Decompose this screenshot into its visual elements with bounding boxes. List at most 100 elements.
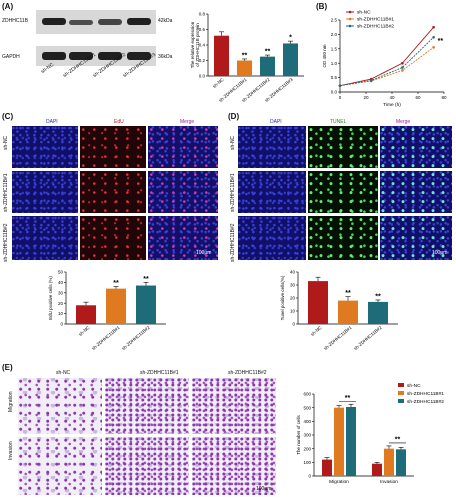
row-label-d-2: sh-ZDHHC11B#1 — [230, 173, 236, 212]
chart-c-ytick-label: 50 — [58, 270, 64, 275]
col-label-dapi-c: DAPI — [46, 119, 58, 125]
chart-b-point — [432, 46, 435, 49]
col-label-tunel: TUNEL — [330, 119, 347, 125]
transwell-invasion-3 — [192, 437, 276, 495]
blot-size-36: 36kDa — [158, 54, 173, 60]
chart-d-ytick-label: 40 — [290, 270, 296, 275]
chart-b-point — [401, 66, 404, 69]
transwell-migration-1 — [18, 378, 102, 434]
panel-a-label: (A) — [2, 2, 14, 11]
chart-e-category-label: Migration — [329, 479, 349, 485]
transwell-migration-3 — [192, 378, 276, 434]
micrograph-c-merge-2 — [148, 171, 218, 213]
col-label-e-1: sh-NC — [56, 370, 71, 376]
chart-c-edu-positive: 0 10 20 30 40 50 EdU positive cells (%) sh-NC **… — [48, 270, 166, 351]
chart-e-ylabel: The number of cells — [296, 414, 301, 454]
col-label-merge-d: Merge — [396, 119, 411, 125]
micrograph-d-dapi-2 — [238, 171, 306, 213]
chart-b-ytick-label: 1.5 — [331, 46, 338, 51]
micrograph-d-merge-1 — [380, 126, 452, 168]
chart-d-ytick-label: 20 — [290, 296, 296, 301]
chart-b-point — [432, 35, 435, 39]
chart-b-xtick-label: 60 — [415, 95, 421, 100]
col-label-dapi-d: DAPI — [270, 119, 282, 125]
chart-b-significance: ** — [438, 38, 444, 45]
chart-c-ytick-label: 20 — [58, 301, 64, 306]
chart-e-ytick-label: 600 — [303, 392, 311, 397]
chart-c-ytick-label: 0 — [60, 322, 63, 327]
chart-b-point — [338, 84, 342, 87]
chart-b-ytick-label: 1.0 — [331, 61, 338, 66]
row-label-c-1: sh-NC — [3, 135, 9, 150]
panel-d-label: (D) — [228, 112, 240, 121]
chart-b-ytick-label: 0.0 — [331, 90, 338, 95]
chart-c-ytick-label: 40 — [58, 280, 64, 285]
chart-e-ytick-label: 400 — [303, 419, 311, 424]
chart-e-legend-swatch — [398, 383, 404, 387]
panel-c-label: (C) — [2, 112, 14, 121]
chart-a-ytick-label: 0.8 — [199, 12, 206, 17]
chart-b-point — [369, 79, 373, 82]
chart-a-bar — [237, 60, 252, 76]
row-label-c-2: sh-ZDHHC11B#1 — [3, 173, 9, 212]
panel-b-label: (B) — [316, 2, 328, 11]
chart-e-bar — [372, 463, 382, 476]
micrograph-c-dapi-1 — [12, 126, 78, 168]
chart-d-ytick-label: 0 — [292, 322, 295, 327]
chart-a-ytick-label: 0.4 — [199, 43, 206, 48]
chart-d-bar — [308, 281, 328, 324]
scale-bar-c: 100μm — [196, 250, 212, 256]
panel-e-label: (E) — [2, 363, 13, 372]
chart-c-ytick-label: 10 — [58, 311, 64, 316]
chart-b-point — [401, 61, 404, 65]
chart-e-significance: ** — [345, 395, 351, 402]
chart-a-ytick-label: 0.6 — [199, 27, 206, 32]
scale-bar-e: 100μm — [256, 486, 272, 492]
chart-a-ytick-label: 0.0 — [199, 74, 206, 79]
chart-b-xtick-label: 80 — [441, 95, 447, 100]
chart-e-legend-label: sh-ZDHHC11B#1 — [407, 391, 444, 397]
transwell-invasion-1 — [18, 437, 102, 495]
micrograph-d-tunel-2 — [308, 171, 378, 213]
chart-a-significance: ** — [265, 49, 271, 56]
micrograph-d-tunel-1 — [308, 126, 378, 168]
chart-c-category-label: sh-ZDHHC11B#1 — [91, 325, 121, 351]
chart-c-significance: ** — [113, 280, 119, 287]
chart-a-ylabel: of ZDHHC11B protein — [195, 23, 200, 67]
chart-e-ytick-label: 100 — [303, 460, 311, 465]
chart-b-xtick-label: 40 — [389, 95, 395, 100]
western-blot-target — [36, 10, 156, 34]
chart-d-ytick-label: 10 — [290, 309, 296, 314]
chart-b-point — [432, 25, 435, 29]
row-label-d-3: sh-ZDHHC11B#2 — [230, 223, 236, 262]
chart-b-xtick-label: 0 — [339, 95, 342, 100]
micrograph-d-dapi-1 — [238, 126, 306, 168]
chart-d-category-label: sh-ZDHHC11B#1 — [323, 325, 353, 351]
chart-a-bar — [283, 43, 298, 76]
micrograph-c-edu-1 — [80, 126, 146, 168]
chart-b-legend-marker — [348, 24, 352, 28]
western-blot-gapdh — [36, 46, 156, 66]
chart-e-bar — [384, 448, 394, 476]
chart-b-ylabel: OD 450 nm — [322, 44, 327, 67]
chart-d-category-label: sh-NC — [310, 324, 324, 337]
chart-b-point — [401, 69, 404, 72]
chart-b-xlabel: Time (h) — [383, 102, 401, 108]
chart-b-ytick-label: 2.0 — [331, 32, 338, 37]
row-label-migration: Migration — [8, 391, 14, 412]
chart-d-ytick-label: 30 — [290, 283, 296, 288]
chart-d-bar — [338, 300, 358, 324]
micrograph-c-merge-3 — [148, 216, 218, 260]
micrograph-d-dapi-3 — [238, 216, 306, 260]
col-label-e-2: sh-ZDHHC11B#1 — [140, 370, 179, 376]
chart-b-ytick-label: 0.5 — [331, 75, 338, 80]
transwell-invasion-2 — [105, 437, 189, 495]
chart-b-legend-marker — [348, 17, 352, 21]
chart-e-ytick-label: 200 — [303, 446, 311, 451]
col-label-merge-c: Merge — [180, 119, 195, 125]
chart-d-tunel-positive: 0 10 20 30 40 Tunel positive cells(%) sh-NC ** s… — [280, 270, 398, 351]
chart-d-ylabel: Tunel positive cells(%) — [280, 275, 285, 320]
chart-b-legend-label: sh-ZDHHC11B#1 — [357, 17, 394, 23]
chart-e-bar — [346, 406, 356, 476]
chart-a-significance: * — [289, 35, 292, 42]
